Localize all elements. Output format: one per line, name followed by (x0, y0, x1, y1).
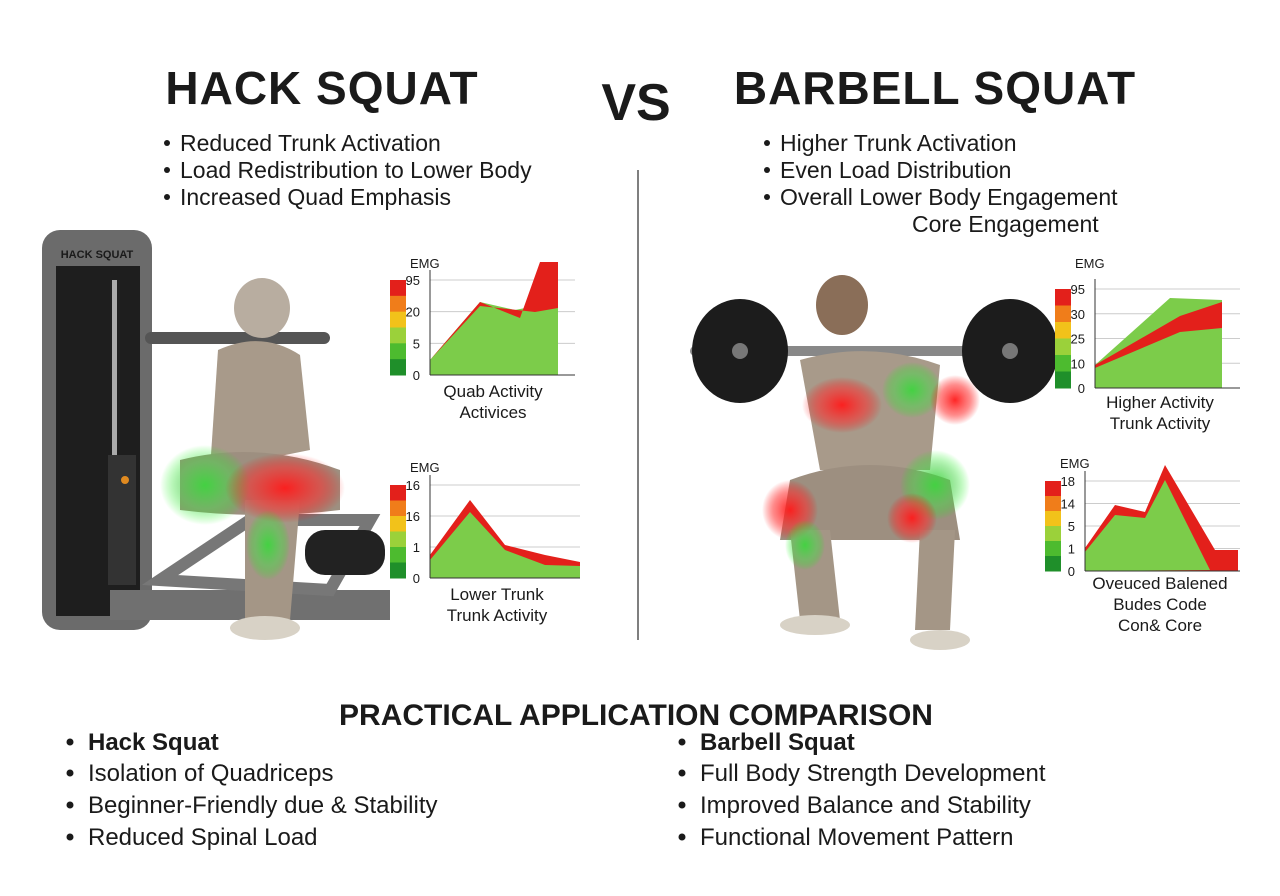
feature-bullet: Load Redistribution to Lower Body (180, 157, 532, 183)
chart-ylabel: EMG (1075, 256, 1105, 271)
y-tick-label: 14 (1061, 497, 1075, 512)
list-heading: Hack Squat (88, 729, 219, 756)
bullet-dot (164, 140, 170, 146)
bullet-dot (66, 801, 74, 809)
emg-color-scale (1055, 338, 1071, 356)
vs-label: VS (601, 74, 670, 132)
list-item: Improved Balance and Stability (700, 792, 1031, 819)
bullet-dot (764, 140, 770, 146)
barbell-squat-illustration (690, 275, 1060, 650)
y-tick-label: 0 (1078, 381, 1085, 396)
y-tick-label: 10 (1071, 356, 1085, 371)
hack-squat-illustration: HACK SQUAT (42, 230, 390, 640)
emg-color-scale (390, 516, 406, 532)
emg-area (430, 302, 558, 375)
chart-ylabel: EMG (410, 460, 440, 475)
feature-bullet: Higher Trunk Activation (780, 130, 1017, 156)
bullet-dot (66, 769, 74, 777)
emg-color-scale (1055, 305, 1071, 323)
emg-color-scale (1055, 371, 1071, 389)
feature-bullet: Overall Lower Body Engagement (780, 184, 1118, 210)
emg-color-scale (1055, 322, 1071, 339)
emg-color-scale (1045, 541, 1061, 557)
chart-caption: Trunk Activity (447, 606, 548, 625)
emg-color-scale (390, 280, 406, 297)
emg-color-scale (1055, 289, 1071, 306)
y-tick-label: 95 (406, 273, 420, 288)
y-tick-label: 5 (413, 336, 420, 351)
machine-label: HACK SQUAT (61, 249, 134, 261)
bullet-dot (678, 769, 686, 777)
emg-color-scale (1045, 496, 1061, 512)
list-item: Reduced Spinal Load (88, 824, 318, 851)
y-tick-label: 1 (1068, 542, 1075, 557)
list-item: Full Body Strength Development (700, 760, 1046, 787)
emg-color-scale (390, 359, 406, 376)
bullet-dot (66, 833, 74, 841)
y-tick-label: 0 (413, 571, 420, 586)
practical-title: PRACTICAL APPLICATION COMPARISON (339, 699, 933, 732)
list-heading: Barbell Squat (700, 729, 855, 756)
y-tick-label: 18 (1061, 474, 1075, 489)
right-extra-line: Core Engagement (912, 211, 1099, 237)
chart-caption: Oveuced Balened (1092, 574, 1227, 593)
emg-color-scale (390, 500, 406, 517)
list-item: Isolation of Quadriceps (88, 760, 333, 787)
emg-color-scale (1045, 556, 1061, 572)
feature-bullet: Even Load Distribution (780, 157, 1011, 183)
list-item: Functional Movement Pattern (700, 824, 1014, 851)
chart-caption: Quab Activity (443, 382, 543, 401)
y-tick-label: 25 (1071, 332, 1085, 347)
bullet-dot (678, 801, 686, 809)
chart-caption: Con& Core (1118, 616, 1202, 635)
right-title: BARBELL SQUAT (734, 62, 1136, 114)
y-tick-label: 16 (406, 509, 420, 524)
chart-ylabel: EMG (1060, 456, 1090, 471)
emg-color-scale (1045, 481, 1061, 497)
y-tick-label: 20 (406, 305, 420, 320)
bullet-dot (764, 167, 770, 173)
left-title: HACK SQUAT (165, 62, 478, 114)
y-tick-label: 0 (1068, 564, 1075, 579)
emg-color-scale (390, 295, 406, 313)
emg-color-scale (390, 327, 406, 344)
chart-caption: Trunk Activity (1110, 414, 1211, 433)
emg-area (1085, 480, 1210, 571)
y-tick-label: 1 (413, 540, 420, 555)
feature-bullet: Increased Quad Emphasis (180, 184, 451, 210)
chart-caption: Lower Trunk (450, 585, 544, 604)
list-item: Beginner-Friendly due & Stability (88, 792, 438, 819)
y-tick-label: 30 (1071, 307, 1085, 322)
bullet-dot (164, 194, 170, 200)
bullet-dot (678, 738, 686, 746)
chart-ylabel: EMG (410, 256, 440, 271)
y-tick-label: 5 (1068, 519, 1075, 534)
y-tick-label: 0 (413, 368, 420, 383)
bullet-dot (764, 194, 770, 200)
emg-area (1095, 302, 1222, 368)
bullet-dot (678, 833, 686, 841)
emg-color-scale (390, 562, 406, 579)
bullet-dot (66, 738, 74, 746)
feature-bullet: Reduced Trunk Activation (180, 130, 441, 156)
emg-color-scale (390, 547, 406, 563)
chart-caption: Budes Code (1113, 595, 1207, 614)
y-tick-label: 95 (1071, 282, 1085, 297)
emg-color-scale (390, 531, 406, 548)
emg-color-scale (1045, 526, 1061, 542)
bullet-dot (164, 167, 170, 173)
emg-color-scale (390, 343, 406, 360)
emg-color-scale (1045, 511, 1061, 527)
chart-caption: Activices (459, 403, 526, 422)
chart-caption: Higher Activity (1106, 393, 1214, 412)
y-tick-label: 16 (406, 478, 420, 493)
emg-color-scale (390, 485, 406, 501)
emg-area (430, 262, 558, 360)
emg-area (430, 512, 580, 578)
emg-color-scale (390, 311, 406, 328)
emg-color-scale (1055, 355, 1071, 372)
